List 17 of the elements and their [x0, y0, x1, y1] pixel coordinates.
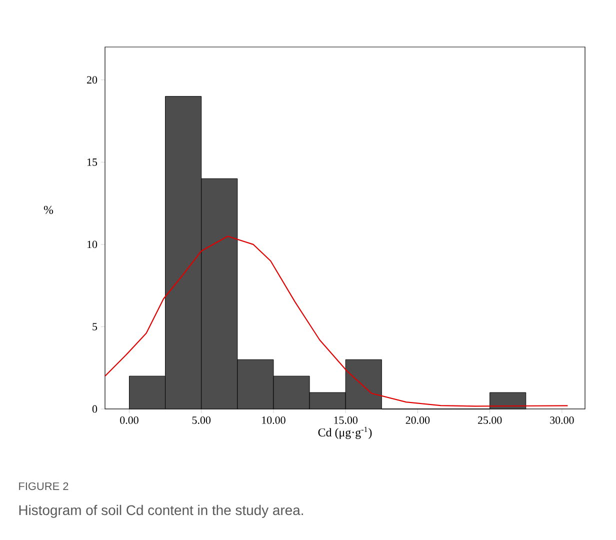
- y-tick-label: 20: [87, 76, 98, 84]
- x-tick-label: 0.00: [120, 416, 138, 424]
- x-tick-label: 15.00: [334, 416, 358, 424]
- x-tick-label: 5.00: [192, 416, 211, 424]
- x-tick-label: 30.00: [550, 416, 574, 424]
- text: Histogram of soil Cd content in the study area.: [19, 504, 303, 518]
- caption: FIGURE 2: [19, 482, 68, 490]
- y-tick-label: 5: [92, 323, 98, 330]
- y-tick-label: 15: [87, 158, 98, 166]
- x-tick-label: 10.00: [262, 416, 286, 424]
- y-tick-label: 10: [87, 240, 98, 248]
- line-series: [104, 236, 568, 407]
- x-axis-title: Cd (μg·g$^{-1}$): [318, 426, 372, 439]
- x-tick-label: 25.00: [478, 416, 502, 424]
- y-tick-label: 0: [92, 405, 98, 413]
- x-tick-label: 20.00: [406, 416, 430, 424]
- y-axis-title: %: [44, 206, 54, 214]
